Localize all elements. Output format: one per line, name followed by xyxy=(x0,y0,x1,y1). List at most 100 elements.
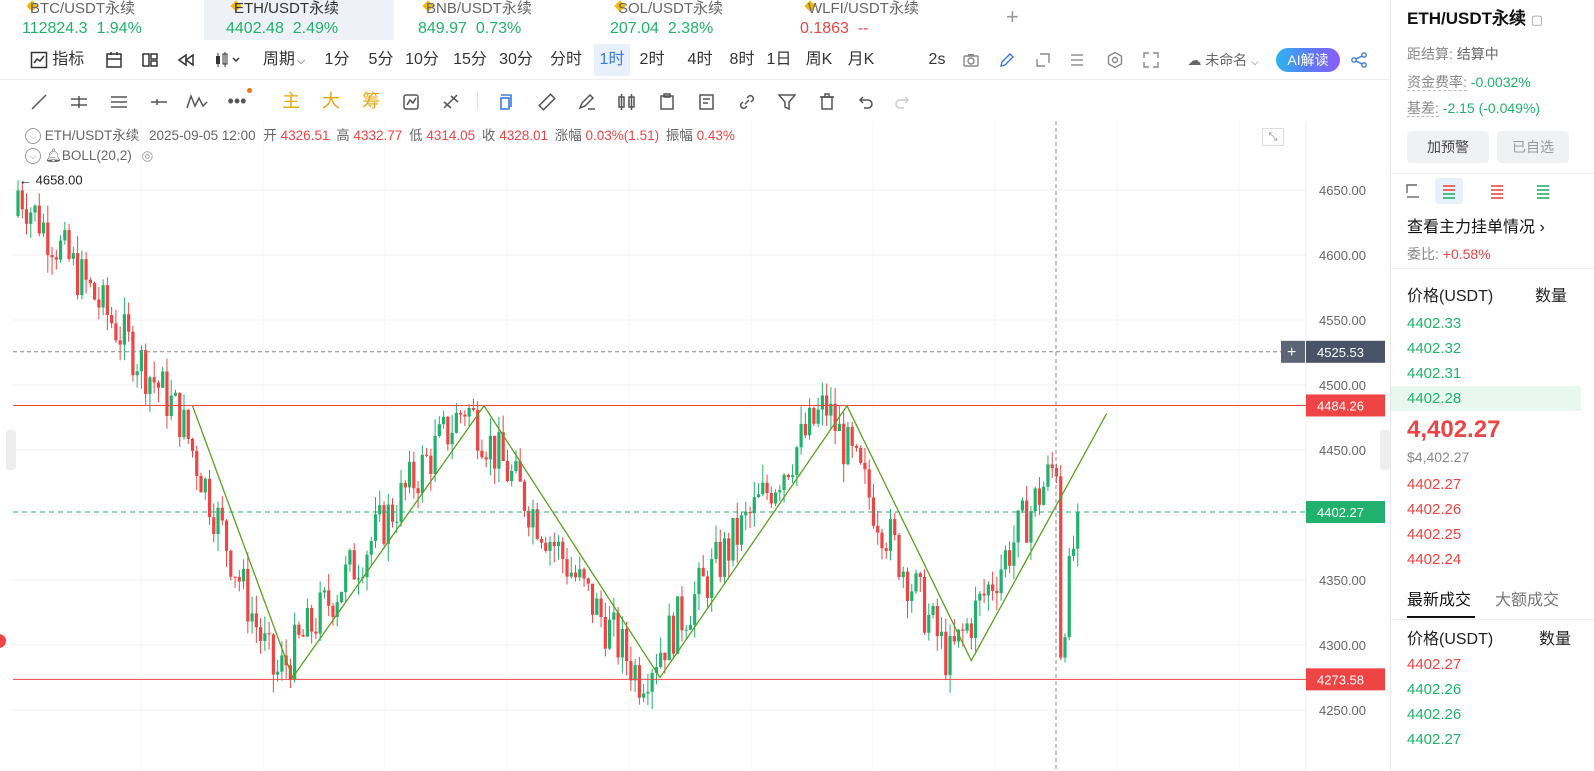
chips-tool[interactable]: 筹 xyxy=(362,91,380,111)
add-alert-button[interactable]: 加预警 xyxy=(1407,131,1489,163)
main-tool[interactable]: 主 xyxy=(282,91,300,111)
clipboard-icon[interactable] xyxy=(650,86,684,116)
magnet-icon[interactable] xyxy=(394,86,428,116)
ask-price[interactable]: 4402.31 xyxy=(1407,365,1462,382)
left-panel-handle[interactable] xyxy=(6,430,16,470)
horizontal-line-icon[interactable] xyxy=(142,86,176,116)
orderbook-split-icon[interactable] xyxy=(1435,178,1463,204)
period-dropdown[interactable]: 周期 ⌵ xyxy=(258,44,310,76)
eye-off-icon[interactable]: ◎ xyxy=(141,148,154,163)
y-tick-label: 4350.00 xyxy=(1319,573,1366,588)
ticker-tab[interactable]: ETH/USDT永续 4402.48 2.49% xyxy=(204,0,394,40)
ai-button[interactable]: AI解读 xyxy=(1276,48,1340,72)
interval-4[interactable]: 30分 xyxy=(499,51,533,68)
ticker-tab[interactable]: BTC/USDT永续 112824.3 1.94% xyxy=(0,0,190,40)
interval-9[interactable]: 8时 xyxy=(729,51,755,68)
bid-price[interactable]: 4402.27 xyxy=(1407,476,1462,493)
candle-body xyxy=(680,596,684,631)
candle-body xyxy=(969,623,973,638)
candlestick-chart[interactable]: 4650.004600.004550.004500.004450.004400.… xyxy=(13,121,1388,771)
ticker-tab[interactable]: BNB/USDT永续 849.97 0.73% xyxy=(396,0,586,40)
orderbook-bids-icon[interactable] xyxy=(1533,181,1561,203)
filter-icon[interactable] xyxy=(770,86,804,116)
trend-line-icon[interactable] xyxy=(22,86,56,116)
interval-0[interactable]: 1分 xyxy=(324,51,350,68)
bid-price[interactable]: 4402.24 xyxy=(1407,551,1462,568)
collapse-icon[interactable]: ⌵ xyxy=(25,128,41,145)
favorite-button[interactable]: 已自选 xyxy=(1497,131,1569,163)
template-icon[interactable] xyxy=(102,44,126,76)
ruler-icon[interactable] xyxy=(434,86,468,116)
orderbook-both-icon[interactable] xyxy=(1403,181,1431,203)
list-icon[interactable] xyxy=(1066,44,1088,76)
right-panel-handle[interactable] xyxy=(1380,430,1390,470)
interval-3[interactable]: 15分 xyxy=(453,51,487,68)
last-price-label: 4402.27 xyxy=(1317,505,1364,520)
share-icon[interactable] xyxy=(1348,44,1370,76)
brush-icon[interactable] xyxy=(570,86,604,116)
add-window-icon[interactable] xyxy=(1032,44,1054,76)
replay-icon[interactable] xyxy=(174,44,198,76)
copy-icon[interactable] xyxy=(490,86,524,116)
bell-icon[interactable]: 🔔︎ xyxy=(44,148,62,163)
pen-icon[interactable] xyxy=(996,44,1018,76)
chart-line-icon xyxy=(30,51,48,69)
bid-price[interactable]: 4402.25 xyxy=(1407,526,1462,543)
ticker-tab[interactable]: SOL/USDT永续 207.04 2.38% xyxy=(588,0,778,40)
candle-tool-icon[interactable] xyxy=(610,86,644,116)
interval-7[interactable]: 2时 xyxy=(639,51,665,68)
add-tab-button[interactable]: + xyxy=(1006,4,1019,29)
horizontal-ray-icon[interactable] xyxy=(62,86,96,116)
settings-icon[interactable] xyxy=(1104,44,1126,76)
copy-icon[interactable]: ▢ xyxy=(1530,12,1544,27)
orderbook-asks-icon[interactable] xyxy=(1487,181,1515,203)
tab-large-trades[interactable]: 大额成交 xyxy=(1495,592,1560,609)
big-tool[interactable]: 大 xyxy=(322,91,340,111)
layout-icon[interactable] xyxy=(138,44,162,76)
trash-icon[interactable] xyxy=(810,86,844,116)
interval-6[interactable]: 1时 xyxy=(594,44,630,76)
alert-dot[interactable] xyxy=(0,634,6,648)
interval-11[interactable]: 周K xyxy=(805,51,833,68)
bid-price[interactable]: 4402.26 xyxy=(1407,501,1462,518)
refresh-rate[interactable]: 2s xyxy=(928,51,946,68)
redo-icon[interactable] xyxy=(886,86,920,116)
ask-price[interactable]: 4402.32 xyxy=(1407,340,1462,357)
note-icon[interactable] xyxy=(690,86,724,116)
measure-icon[interactable] xyxy=(530,86,564,116)
ask-price[interactable]: 4402.33 xyxy=(1407,315,1462,332)
wave-icon[interactable] xyxy=(180,86,214,116)
ticker-price: 112824.3 1.94% xyxy=(22,20,142,37)
interval-1[interactable]: 5分 xyxy=(368,51,394,68)
interval-12[interactable]: 月K xyxy=(847,51,875,68)
candle-body xyxy=(258,627,263,641)
candle-body xyxy=(1003,550,1007,570)
ticker-tab[interactable]: WLFI/USDT永续 0.1863 -- xyxy=(778,0,968,40)
link-icon[interactable] xyxy=(730,86,764,116)
interval-10[interactable]: 1日 xyxy=(766,51,792,68)
candle-body xyxy=(539,538,544,543)
candle-body xyxy=(863,462,867,470)
collapse-chart-icon[interactable]: ⤡ xyxy=(1262,128,1284,146)
crosshair-plus-icon[interactable] xyxy=(1281,340,1305,363)
candle-body xyxy=(386,504,390,544)
fullscreen-icon[interactable] xyxy=(1140,44,1162,76)
interval-5[interactable]: 分时 xyxy=(549,51,582,68)
collapse-icon[interactable]: ⌵ xyxy=(25,148,41,165)
trend-line[interactable] xyxy=(191,404,1108,679)
candle-body xyxy=(646,691,650,694)
tab-latest-trades[interactable]: 最新成交 xyxy=(1407,592,1472,609)
interval-8[interactable]: 4时 xyxy=(687,51,713,68)
channel-icon[interactable] xyxy=(102,86,136,116)
interval-2[interactable]: 10分 xyxy=(405,51,439,68)
candle-body xyxy=(331,605,335,617)
main-orders-link[interactable]: 查看主力挂单情况 › xyxy=(1407,219,1545,236)
ask-price[interactable]: 4402.28 xyxy=(1391,386,1581,411)
chart-type-dropdown[interactable] xyxy=(210,44,246,76)
camera-icon[interactable] xyxy=(960,44,982,76)
indicator-button[interactable]: 指标 xyxy=(22,44,92,76)
candle-body xyxy=(1046,464,1050,487)
undo-icon[interactable] xyxy=(848,86,882,116)
cloud-layout-dropdown[interactable]: ☁ 未命名 ⌵ xyxy=(1178,44,1268,76)
more-tools-icon[interactable]: ••• xyxy=(220,86,254,116)
